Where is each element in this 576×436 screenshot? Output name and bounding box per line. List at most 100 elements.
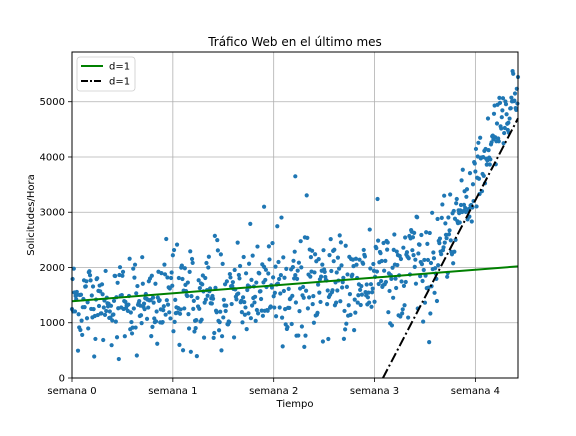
data-point xyxy=(431,256,437,261)
data-point xyxy=(70,276,75,282)
data-point xyxy=(103,268,108,274)
data-point xyxy=(343,243,348,248)
data-point xyxy=(470,205,475,210)
data-point xyxy=(403,279,408,285)
data-point xyxy=(487,162,492,167)
data-point xyxy=(140,281,145,286)
data-point xyxy=(98,289,103,294)
data-point xyxy=(188,249,193,254)
data-point xyxy=(506,120,511,125)
data-point xyxy=(227,271,232,277)
data-point xyxy=(454,196,459,202)
data-point xyxy=(322,269,327,274)
data-point xyxy=(139,321,144,326)
data-point xyxy=(353,310,358,315)
data-point xyxy=(180,348,186,353)
series-line-1 xyxy=(71,265,519,303)
data-point xyxy=(401,283,407,288)
data-point xyxy=(340,285,345,290)
data-point xyxy=(422,257,427,263)
data-point xyxy=(182,266,187,271)
data-point xyxy=(437,241,442,246)
data-point xyxy=(320,339,326,344)
data-point xyxy=(334,270,339,275)
data-point xyxy=(435,216,440,222)
data-point xyxy=(385,240,390,245)
data-point xyxy=(472,161,477,166)
data-point xyxy=(250,253,255,258)
data-point xyxy=(111,298,117,303)
data-point xyxy=(443,221,448,226)
data-point xyxy=(133,325,138,330)
data-point xyxy=(201,335,207,340)
data-point xyxy=(290,265,295,270)
data-point xyxy=(442,240,447,245)
data-point xyxy=(115,280,120,285)
data-point xyxy=(452,249,457,254)
data-point xyxy=(276,259,281,265)
data-point xyxy=(153,319,159,324)
data-point xyxy=(439,252,444,257)
data-point xyxy=(511,71,516,76)
data-point xyxy=(190,260,195,265)
data-point xyxy=(169,270,174,275)
data-point xyxy=(329,268,334,274)
data-point xyxy=(87,269,92,274)
data-point xyxy=(177,342,182,347)
data-point xyxy=(389,323,395,328)
data-point xyxy=(470,182,476,187)
data-point xyxy=(258,289,263,294)
data-point xyxy=(228,275,233,280)
data-point xyxy=(337,266,342,271)
data-point xyxy=(154,309,159,314)
data-point xyxy=(341,275,346,280)
data-point xyxy=(271,294,276,299)
data-point xyxy=(101,337,106,343)
data-point xyxy=(319,274,324,279)
data-point xyxy=(197,306,202,311)
data-point xyxy=(419,262,425,267)
data-point xyxy=(401,245,406,250)
data-point xyxy=(270,275,276,280)
data-point xyxy=(361,261,366,266)
data-point xyxy=(458,202,464,208)
data-point xyxy=(406,315,411,320)
data-point xyxy=(279,315,285,320)
data-point xyxy=(310,301,315,307)
data-point xyxy=(335,255,341,260)
data-point xyxy=(464,194,469,199)
data-point xyxy=(212,330,217,336)
data-point xyxy=(474,204,479,209)
data-point xyxy=(113,319,118,324)
data-point xyxy=(345,272,350,277)
data-point xyxy=(463,205,468,211)
data-point xyxy=(406,256,411,261)
data-point xyxy=(342,308,347,314)
data-point xyxy=(400,307,405,312)
data-point xyxy=(415,215,420,220)
data-point xyxy=(132,262,138,267)
data-point xyxy=(348,312,353,317)
data-point xyxy=(186,326,192,331)
data-point xyxy=(168,275,174,281)
data-point xyxy=(475,154,480,159)
scatter-points xyxy=(69,68,521,362)
data-point xyxy=(374,246,379,251)
data-point xyxy=(460,167,465,172)
data-point xyxy=(258,296,264,302)
data-point xyxy=(161,308,166,313)
data-point xyxy=(209,301,214,306)
data-point xyxy=(100,292,105,297)
data-point-outlier xyxy=(261,204,267,209)
data-point xyxy=(78,292,84,297)
data-point xyxy=(399,279,404,284)
data-point xyxy=(215,248,220,253)
data-point xyxy=(328,237,333,242)
data-point xyxy=(499,126,504,131)
data-point xyxy=(293,300,298,305)
data-point xyxy=(444,235,449,241)
data-point xyxy=(383,258,388,263)
data-point xyxy=(316,282,321,287)
data-point xyxy=(254,280,259,285)
data-point xyxy=(248,316,253,321)
